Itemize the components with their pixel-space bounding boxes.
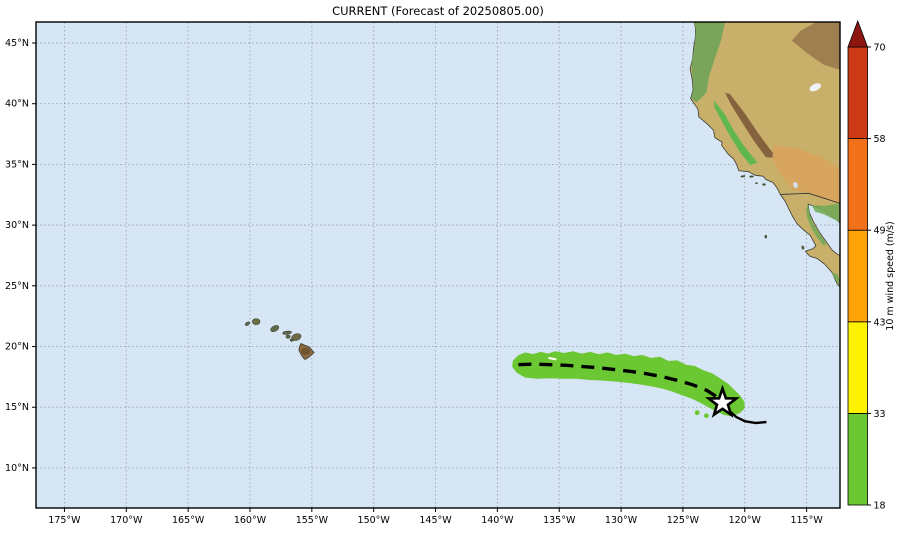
colorbar: 18 33 43 49 58 70 — [847, 19, 886, 512]
colorbar-segment — [847, 412, 868, 506]
lanai — [285, 334, 291, 339]
x-tick-label: 170°W — [110, 515, 143, 526]
guadalupe-island — [764, 234, 767, 239]
colorbar-segment — [847, 321, 868, 414]
wind-swath-polygon — [512, 351, 745, 417]
colorbar-tick-label: 58 — [874, 134, 886, 145]
x-tick-label: 140°W — [481, 515, 514, 526]
channel-island — [740, 175, 746, 178]
x-tick-label: 125°W — [667, 515, 700, 526]
colorbar-tick-label: 43 — [874, 317, 886, 328]
x-tick-label: 115°W — [790, 515, 823, 526]
oahu — [270, 325, 280, 332]
us-mexico-border — [780, 192, 840, 204]
colorbar-tick-label: 18 — [874, 501, 886, 512]
terrain-patch-sonora-coast-green — [811, 203, 840, 223]
terrain-patch-sierra-nevada — [725, 92, 777, 159]
swath-gap-mark — [548, 356, 557, 361]
wind-swath-fragment — [694, 410, 700, 416]
maui — [291, 333, 302, 341]
terrain-patch-southwest-desert — [772, 145, 840, 203]
channel-island — [755, 182, 758, 185]
y-tick-label: 20°N — [5, 342, 29, 353]
channel-island — [762, 183, 766, 186]
colorbar-segment — [847, 138, 868, 231]
big-island-highlands — [301, 347, 311, 355]
x-tick-label: 120°W — [729, 515, 762, 526]
colorbar-tick-label: 70 — [874, 43, 886, 54]
terrain-patch-rocky-mountains — [791, 22, 840, 70]
terrain-patch-baja-tip-green — [831, 272, 840, 286]
colorbar-axis-label: 10 m wind speed (m/s) — [885, 221, 896, 330]
plot-frame — [35, 21, 841, 509]
colorbar-over-arrow — [847, 19, 869, 48]
niihau — [245, 321, 250, 326]
y-tick-label: 10°N — [5, 463, 29, 474]
channel-island — [749, 175, 754, 178]
x-tick-label: 150°W — [358, 515, 391, 526]
y-tick-label: 25°N — [5, 281, 29, 292]
x-tick-label: 160°W — [234, 515, 267, 526]
y-tick-label: 35°N — [5, 159, 29, 170]
x-tick-label: 145°W — [419, 515, 452, 526]
current-position-star-marker — [704, 384, 741, 418]
y-tick-label: 45°N — [5, 38, 29, 49]
y-tick-label: 30°N — [5, 220, 29, 231]
terrain-patch-baja-gulf-green — [806, 204, 827, 246]
wind-swath-fragment — [704, 413, 709, 419]
terrain-patch-central-valley — [713, 100, 758, 165]
colorbar-tick-label: 33 — [874, 409, 886, 420]
land-layer — [245, 22, 840, 361]
great-salt-lake — [809, 83, 821, 92]
y-tick-label: 40°N — [5, 99, 29, 110]
colorbar-segment — [847, 229, 868, 323]
x-tick-label: 130°W — [605, 515, 638, 526]
figure-title: CURRENT (Forecast of 20250805.00) — [332, 4, 544, 18]
kauai — [252, 318, 261, 325]
x-tick-label: 155°W — [296, 515, 329, 526]
colorbar-segment — [847, 46, 868, 139]
x-tick-label: 135°W — [543, 515, 576, 526]
y-tick-label: 15°N — [5, 402, 29, 413]
storm-layer — [512, 351, 767, 425]
axes-layer: 175°W 170°W 165°W 160°W 155°W 150°W 145°W 140°W… — [5, 38, 823, 526]
x-tick-label: 175°W — [48, 515, 81, 526]
cedros-island — [801, 245, 805, 250]
forecast-track-dashed-line — [518, 362, 724, 405]
molokai — [282, 330, 292, 335]
terrain-patch-pacific-northwest-forest — [691, 22, 725, 103]
colorbar-tick-label: 49 — [874, 226, 886, 237]
x-tick-label: 165°W — [172, 515, 205, 526]
salton-sea — [793, 181, 798, 189]
